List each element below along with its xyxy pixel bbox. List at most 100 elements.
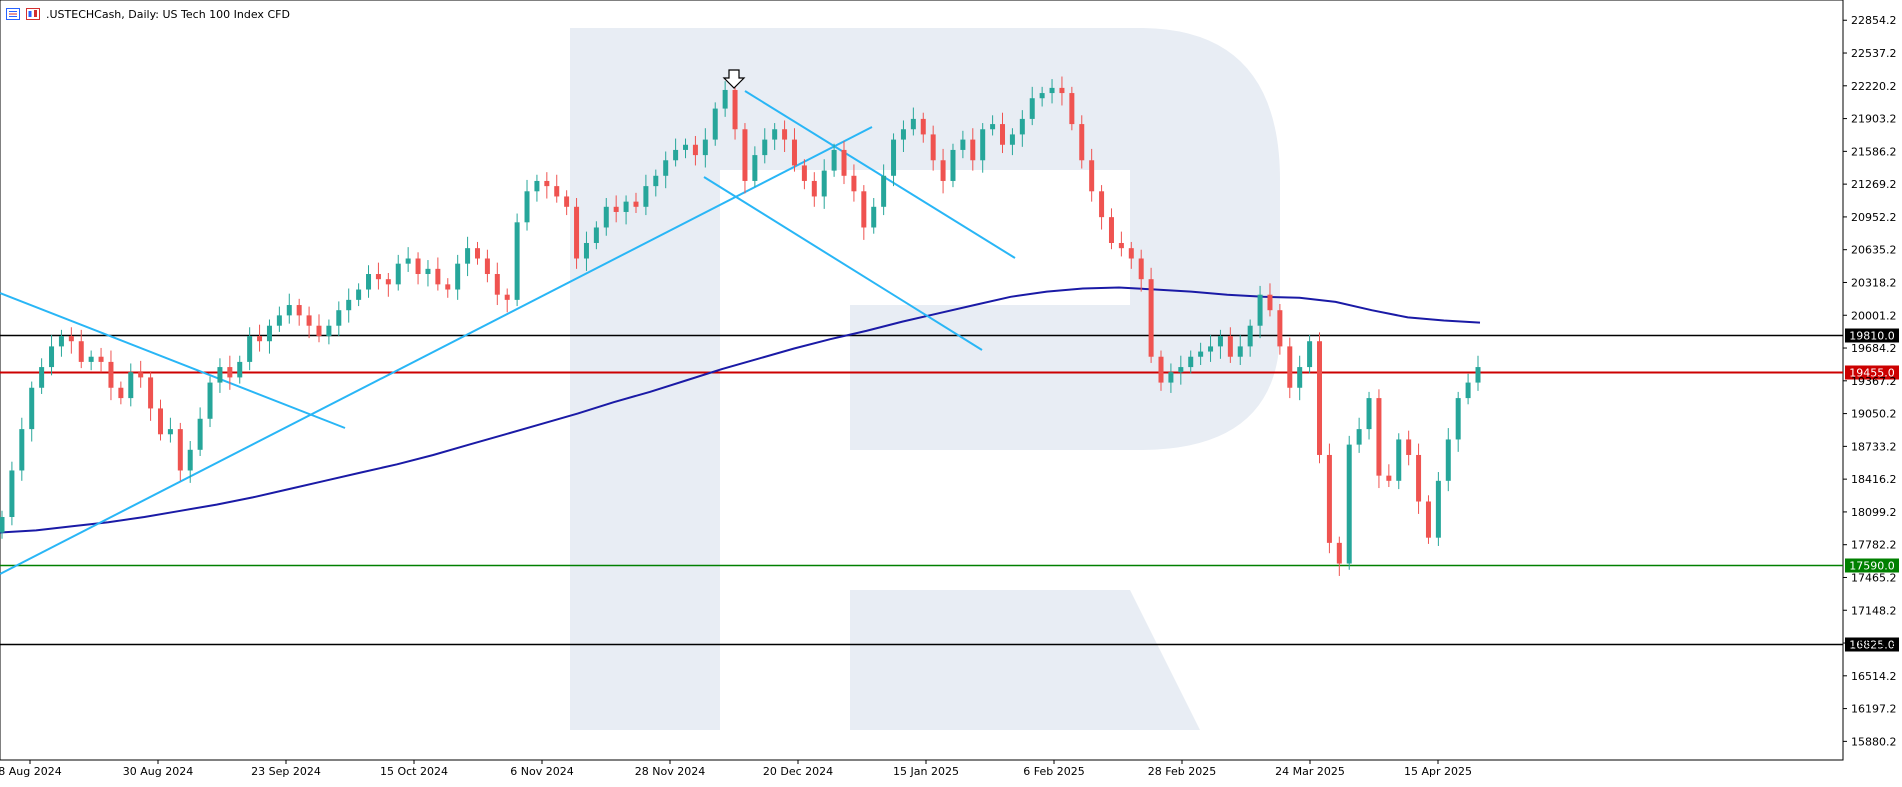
candle-body-89 [881, 175, 887, 207]
y-tick-label-9: 20001.2 [1851, 309, 1897, 322]
candle-body-138 [1366, 398, 1372, 430]
candle-body-40 [395, 263, 401, 285]
candle-body-70 [692, 144, 698, 156]
candle-body-127 [1257, 294, 1263, 326]
candle-body-88 [871, 206, 877, 228]
y-tick-label-2: 22220.2 [1851, 80, 1897, 93]
candle-body-66 [653, 175, 659, 187]
x-tick-label-3: 15 Oct 2024 [380, 765, 448, 778]
candle-body-108 [1069, 93, 1075, 125]
watermark-logo [570, 28, 1280, 730]
candle-body-86 [851, 175, 857, 192]
candle-body-26 [257, 336, 263, 342]
candle-body-149 [1475, 367, 1481, 383]
candle-body-9 [88, 356, 94, 362]
candle-body-94 [930, 134, 936, 161]
candle-body-55 [544, 180, 550, 187]
level-tag-bg-3 [1845, 637, 1899, 652]
candle-body-84 [831, 149, 837, 171]
chart-title-bar: .USTECHCash, Daily: US Tech 100 Index CF… [0, 4, 290, 24]
candle-body-33 [326, 325, 332, 337]
candle-body-69 [683, 144, 689, 150]
x-tick-label-0: 8 Aug 2024 [0, 765, 62, 778]
candle-body-20 [197, 418, 203, 450]
candle-body-30 [296, 305, 302, 316]
candle-body-4 [39, 367, 45, 388]
candle-body-93 [920, 118, 926, 135]
candle-body-145 [1435, 480, 1441, 538]
candle-body-105 [1039, 93, 1045, 99]
candle-body-106 [1049, 87, 1055, 94]
candle-body-107 [1059, 87, 1065, 94]
candle-body-5 [49, 346, 55, 368]
candle-body-11 [108, 361, 114, 388]
candle-body-85 [841, 149, 847, 176]
level-tag-label-2: 17590.0 [1849, 560, 1895, 573]
candle-body-136 [1346, 444, 1352, 564]
chart-title: .USTECHCash, Daily: US Tech 100 Index CF… [46, 7, 290, 21]
candle-body-14 [138, 372, 144, 378]
candle-body-97 [960, 139, 966, 150]
candle-body-119 [1178, 367, 1184, 373]
candle-body-133 [1317, 341, 1323, 455]
candle-body-90 [891, 139, 897, 176]
x-tick-label-8: 6 Feb 2025 [1023, 765, 1084, 778]
candle-body-111 [1099, 191, 1105, 218]
candle-body-12 [118, 387, 124, 399]
y-tick-label-15: 18099.2 [1851, 506, 1897, 519]
candle-body-22 [217, 367, 223, 383]
candle-body-57 [564, 196, 570, 207]
chart-list-icon[interactable] [6, 8, 20, 20]
candle-body-143 [1416, 454, 1422, 502]
candle-body-48 [474, 248, 480, 259]
candle-body-16 [157, 408, 163, 435]
candle-body-98 [970, 139, 976, 161]
candle-body-31 [306, 315, 312, 326]
candle-body-112 [1108, 217, 1114, 243]
candle-body-65 [643, 186, 649, 207]
y-tick-label-4: 21586.2 [1851, 145, 1897, 158]
candle-body-103 [1019, 118, 1025, 135]
y-tick-label-21: 16197.2 [1851, 703, 1897, 716]
candle-body-109 [1079, 124, 1085, 161]
candle-body-13 [128, 372, 134, 399]
candle-body-120 [1188, 356, 1194, 368]
candle-body-61 [603, 206, 609, 228]
candle-body-113 [1118, 242, 1124, 249]
candle-body-126 [1247, 325, 1253, 347]
y-tick-label-8: 20318.2 [1851, 276, 1897, 289]
candle-body-51 [504, 294, 510, 300]
candle-body-139 [1376, 398, 1382, 476]
candle-body-135 [1336, 542, 1342, 564]
candle-body-7 [68, 336, 74, 342]
candle-body-76 [752, 155, 758, 181]
y-tick-label-11: 19367.2 [1851, 375, 1897, 388]
y-tick-label-3: 21903.2 [1851, 113, 1897, 126]
candle-body-36 [356, 289, 362, 300]
x-axis: 8 Aug 2024 30 Aug 2024 23 Sep 2024 15 Oct 2… [0, 760, 1472, 778]
candle-body-147 [1455, 398, 1461, 440]
candle-body-49 [484, 258, 490, 275]
candle-body-100 [990, 124, 996, 130]
y-tick-label-10: 19684.2 [1851, 342, 1897, 355]
candle-body-64 [633, 201, 639, 207]
candle-body-24 [237, 361, 243, 378]
candle-body-29 [286, 305, 292, 316]
trendline-0 [0, 292, 346, 429]
x-tick-label-4: 6 Nov 2024 [510, 765, 573, 778]
candle-body-91 [900, 129, 906, 140]
candle-body-42 [415, 258, 421, 275]
candle-body-129 [1277, 310, 1283, 347]
y-tick-label-16: 17782.2 [1851, 539, 1897, 552]
candle-body-28 [276, 315, 282, 326]
candle-body-17 [167, 429, 173, 435]
x-tick-label-11: 15 Apr 2025 [1404, 765, 1472, 778]
chart-window-icon[interactable] [26, 8, 40, 20]
watermark-shape [570, 28, 1280, 730]
x-tick-label-2: 23 Sep 2024 [251, 765, 321, 778]
candle-body-148 [1465, 382, 1471, 399]
candle-body-34 [336, 310, 342, 326]
candle-body-47 [465, 248, 471, 264]
candle-body-3 [29, 387, 35, 430]
